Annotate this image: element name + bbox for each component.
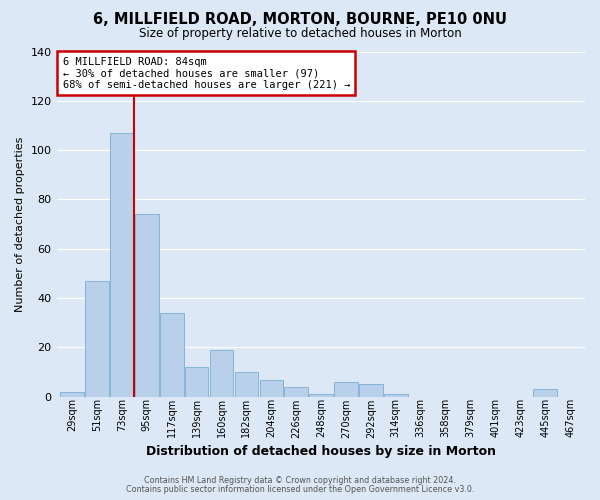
Bar [135, 214, 158, 397]
Bar [334, 382, 358, 397]
Y-axis label: Number of detached properties: Number of detached properties [15, 136, 25, 312]
Text: Contains public sector information licensed under the Open Government Licence v3: Contains public sector information licen… [126, 485, 474, 494]
X-axis label: Distribution of detached houses by size in Morton: Distribution of detached houses by size … [146, 444, 496, 458]
Bar [210, 350, 233, 397]
Bar [160, 313, 184, 397]
Text: 6 MILLFIELD ROAD: 84sqm
← 30% of detached houses are smaller (97)
68% of semi-de: 6 MILLFIELD ROAD: 84sqm ← 30% of detache… [62, 56, 350, 90]
Bar [284, 387, 308, 397]
Bar [235, 372, 258, 397]
Bar [309, 394, 333, 397]
Bar [85, 281, 109, 397]
Bar [61, 392, 84, 397]
Bar [384, 394, 407, 397]
Bar [260, 380, 283, 397]
Bar [185, 367, 208, 397]
Text: Size of property relative to detached houses in Morton: Size of property relative to detached ho… [139, 28, 461, 40]
Bar [110, 133, 134, 397]
Text: Contains HM Land Registry data © Crown copyright and database right 2024.: Contains HM Land Registry data © Crown c… [144, 476, 456, 485]
Bar [359, 384, 383, 397]
Bar [533, 390, 557, 397]
Text: 6, MILLFIELD ROAD, MORTON, BOURNE, PE10 0NU: 6, MILLFIELD ROAD, MORTON, BOURNE, PE10 … [93, 12, 507, 28]
